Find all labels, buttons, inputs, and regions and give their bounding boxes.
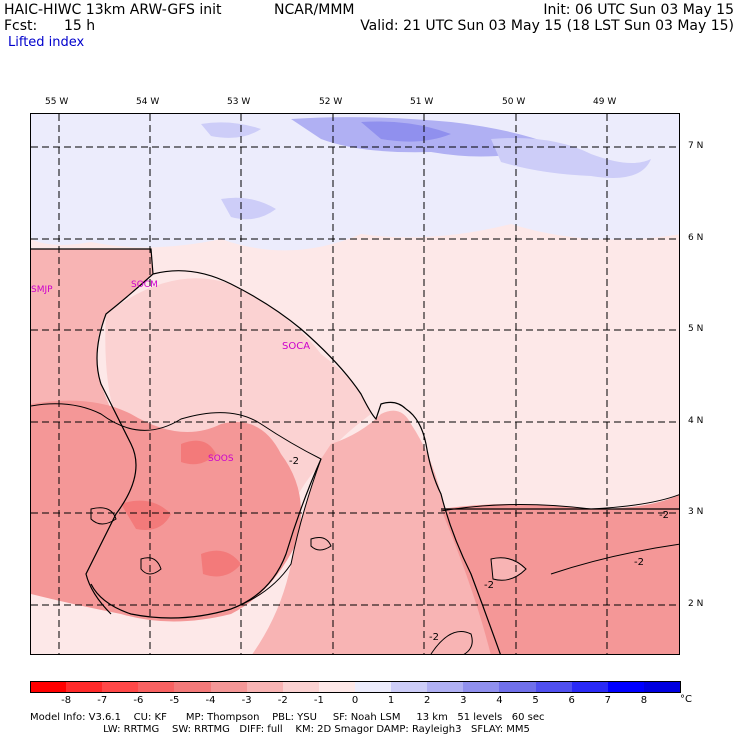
colorbar-tick-label: 3	[460, 695, 467, 706]
lat-label: 5 N	[688, 324, 704, 334]
field-name: Lifted index	[8, 35, 85, 50]
contour-value: -2	[289, 456, 299, 467]
unstable-region	[441, 494, 679, 654]
unstable-patch	[121, 500, 171, 530]
colorbar-swatch	[282, 681, 320, 693]
colorbar-tick-label: -4	[205, 695, 216, 706]
colorbar-swatch	[318, 681, 356, 693]
colorbar-tick-label: -3	[241, 695, 252, 706]
lon-label: 49 W	[593, 97, 617, 107]
coastline	[31, 248, 679, 654]
colorbar-tick-label: -6	[133, 695, 144, 706]
stable-patch	[221, 197, 276, 220]
colorbar-swatch	[391, 681, 429, 693]
colorbar-tick-label: -7	[97, 695, 108, 706]
colorbar-swatch	[246, 681, 284, 693]
station-label: SOCM	[131, 280, 158, 290]
contour-value: -2	[634, 557, 644, 568]
colorbar-swatch	[571, 681, 609, 693]
colorbar-tick-label: 0	[351, 695, 359, 706]
stable-patch	[201, 122, 261, 138]
contour-value: -2	[484, 580, 494, 591]
init-time: Init: 06 UTC Sun 03 May 15	[543, 2, 734, 18]
valid-time: Valid: 21 UTC Sun 03 May 15 (18 LST Sun …	[360, 18, 734, 34]
colorbar-tick-label: 7	[604, 695, 611, 706]
contour-value: -2	[659, 510, 669, 521]
stable-core-inner	[361, 121, 451, 142]
colorbar-swatch	[355, 681, 393, 693]
colorbar-tick-label: 6	[568, 695, 575, 706]
contour-lines	[31, 403, 679, 654]
lon-label: 50 W	[502, 97, 526, 107]
stable-patch	[491, 138, 651, 178]
colorbar-swatch	[643, 681, 681, 693]
unstable-region	[252, 410, 491, 654]
colorbar-swatch	[102, 681, 140, 693]
colorbar-swatch	[499, 681, 537, 693]
lat-label: 6 N	[688, 233, 704, 243]
colorbar-tick-label: -8	[61, 695, 72, 706]
station-label: SOCA	[282, 341, 311, 352]
lat-label: 7 N	[688, 141, 704, 151]
unstable-patch	[181, 440, 216, 465]
colorbar-unit: °C	[680, 694, 692, 705]
colorbar-swatch	[30, 681, 68, 693]
colorbar-swatch	[66, 681, 104, 693]
colorbar-tick-label: 4	[496, 695, 503, 706]
station-label: SMJP	[31, 285, 53, 295]
map-field	[31, 114, 679, 654]
unstable-patch	[491, 557, 526, 581]
colorbar-tick-label: -5	[169, 695, 180, 706]
colorbar-tick-label: 5	[532, 695, 539, 706]
colorbar-tick-label: 8	[640, 695, 648, 706]
colorbar-swatch	[607, 681, 645, 693]
model-title: HAIC-HIWC 13km ARW-GFS init	[4, 2, 222, 18]
colorbar-tick-label: -2	[277, 695, 288, 706]
colorbar-swatch	[138, 681, 176, 693]
graticule	[31, 114, 679, 654]
colorbar-tick-label: -1	[313, 695, 324, 706]
fcst-value: 15 h	[64, 18, 96, 34]
colorbar-swatch	[463, 681, 501, 693]
contour-value: -2	[429, 632, 439, 643]
fcst-label: Fcst:	[4, 18, 38, 34]
station-label: SOOS	[208, 454, 234, 464]
lon-label: 51 W	[410, 97, 434, 107]
lat-label: 3 N	[688, 507, 704, 517]
lon-label: 54 W	[136, 97, 160, 107]
map-panel: SMJP SOCM SOCA SOOS -2 -2 -2 -2 -2	[30, 113, 680, 655]
colorbar-swatch	[210, 681, 248, 693]
colorbar-tick-label: 2	[424, 695, 431, 706]
colorbar-swatch	[535, 681, 573, 693]
lon-label: 52 W	[319, 97, 343, 107]
unstable-patch	[201, 550, 241, 577]
colorbar-swatch	[174, 681, 212, 693]
model-info-line2: LW: RRTMG SW: RRTMG DIFF: full KM: 2D Sm…	[30, 724, 530, 735]
lat-label: 4 N	[688, 416, 704, 426]
lat-label: 2 N	[688, 599, 704, 609]
lon-label: 53 W	[227, 97, 251, 107]
colorbar-tick-label: 1	[387, 695, 395, 706]
colorbar-swatch	[427, 681, 465, 693]
lon-label: 55 W	[45, 97, 69, 107]
model-info-line1: Model Info: V3.6.1 CU: KF MP: Thompson P…	[30, 712, 545, 723]
org-label: NCAR/MMM	[274, 2, 355, 18]
